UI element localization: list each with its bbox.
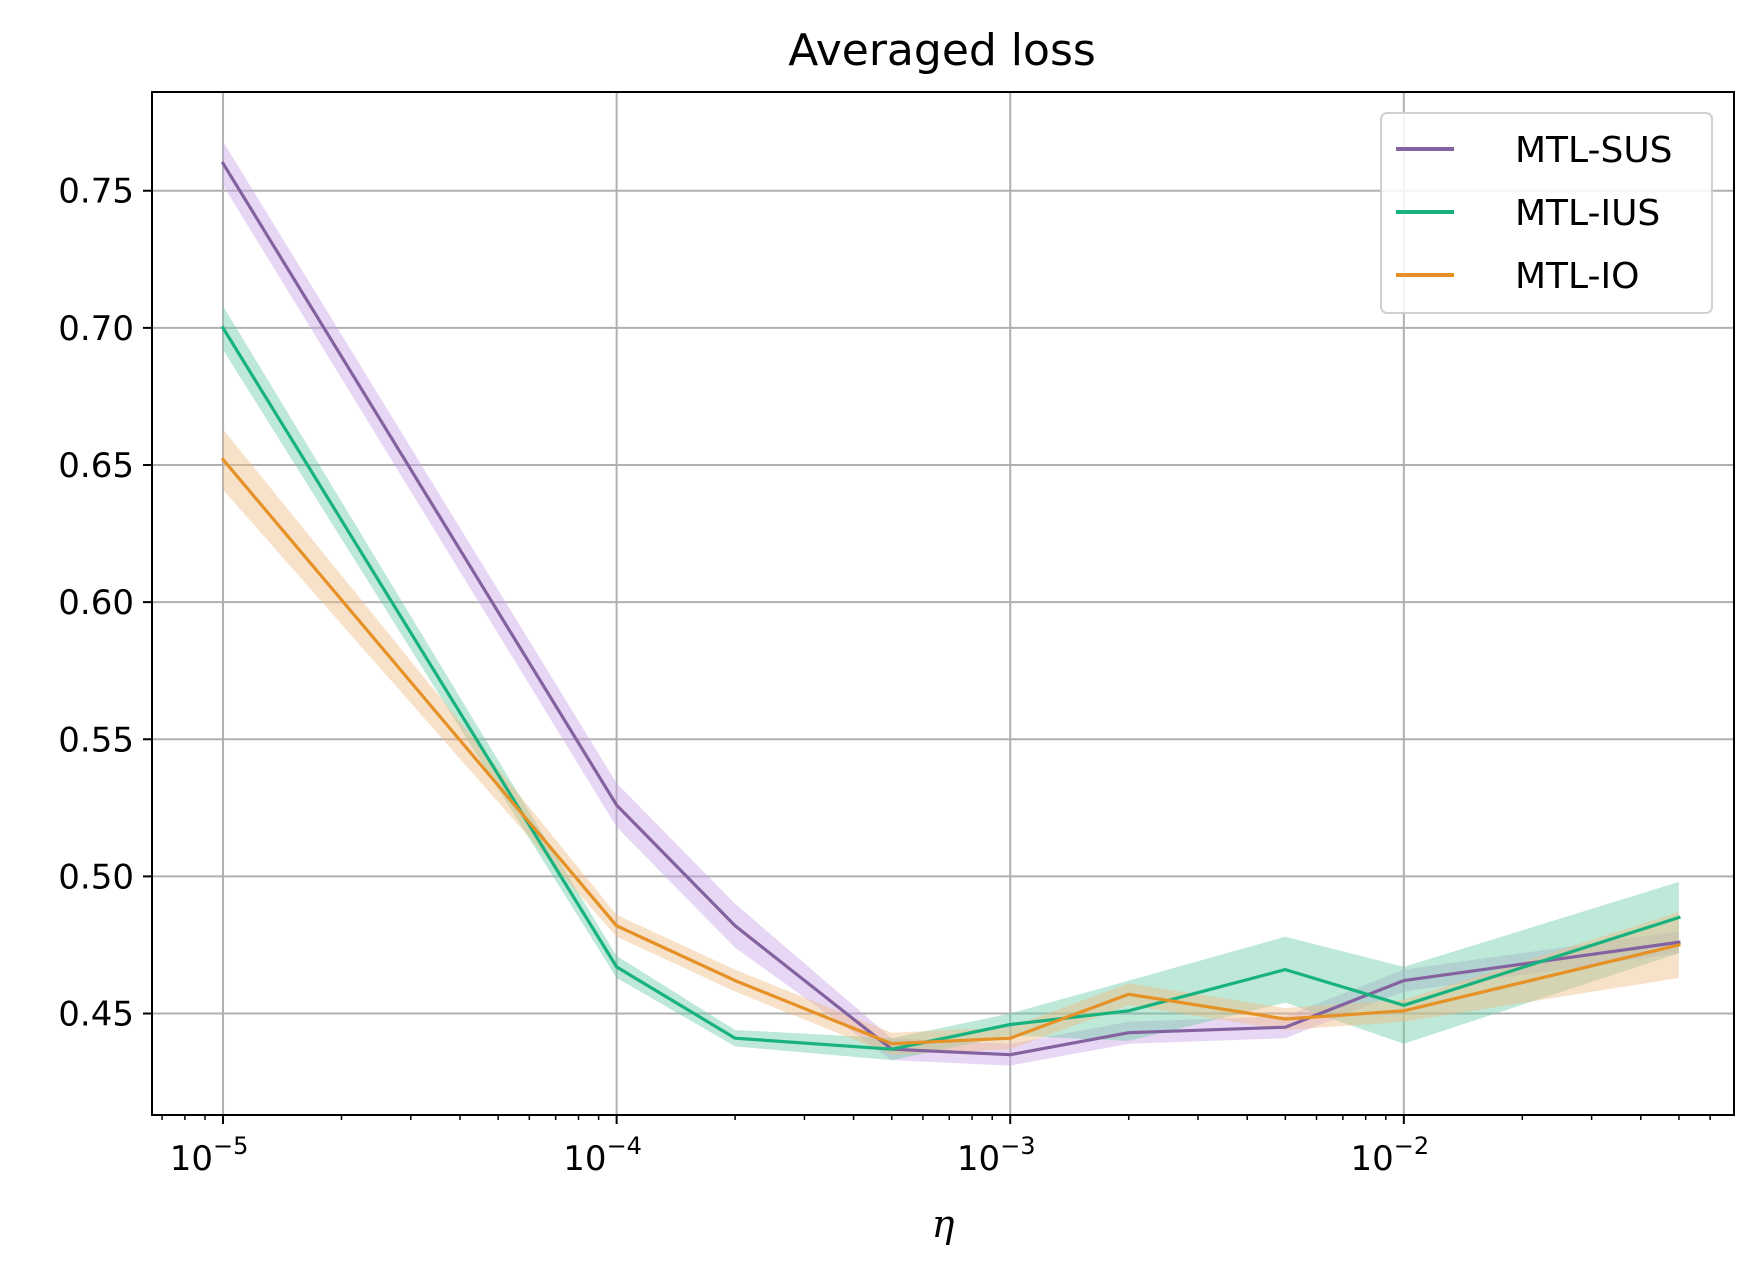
x-tick-label: 10−2 bbox=[1351, 1132, 1430, 1179]
x-axis-label: η bbox=[932, 1202, 955, 1246]
x-tick-exponent: −2 bbox=[1394, 1132, 1429, 1160]
grid-layer bbox=[152, 92, 1734, 1115]
legend: MTL-SUS MTL-IUS MTL-IO bbox=[1380, 112, 1713, 314]
legend-frame bbox=[1380, 112, 1713, 314]
axis-ticks bbox=[143, 189, 1711, 1124]
band-mtl-io bbox=[223, 429, 1679, 1055]
band-mtl-ius bbox=[223, 305, 1679, 1061]
x-tick-base: 10 bbox=[170, 1139, 213, 1179]
chart-title: Averaged loss bbox=[788, 25, 1096, 76]
y-tick-label: 0.55 bbox=[58, 720, 134, 760]
x-tick-label: 10−5 bbox=[170, 1132, 249, 1179]
band-mtl-sus bbox=[223, 141, 1679, 1066]
y-tick-label: 0.70 bbox=[58, 309, 134, 349]
line-mtl-sus bbox=[220, 161, 1681, 1057]
y-tick-label: 0.45 bbox=[58, 995, 134, 1035]
x-tick-base: 10 bbox=[563, 1139, 606, 1179]
legend-label-mtl-io: MTL-IO bbox=[1515, 256, 1639, 297]
confidence-bands bbox=[223, 141, 1679, 1066]
legend-label-mtl-sus: MTL-SUS bbox=[1515, 130, 1673, 171]
legend-items: MTL-SUS MTL-IUS MTL-IO bbox=[1396, 130, 1673, 297]
series-lines bbox=[220, 161, 1681, 1057]
line-mtl-io bbox=[220, 457, 1681, 1046]
x-tick-exponent: −5 bbox=[213, 1132, 248, 1160]
y-tick-label: 0.75 bbox=[58, 172, 134, 212]
y-tick-label: 0.65 bbox=[58, 446, 134, 486]
x-tick-exponent: −4 bbox=[607, 1132, 642, 1160]
y-tick-label: 0.60 bbox=[58, 583, 134, 623]
line-mtl-ius bbox=[220, 325, 1681, 1051]
y-tick-label: 0.50 bbox=[58, 857, 134, 897]
x-tick-exponent: −3 bbox=[1000, 1132, 1035, 1160]
plot-frame bbox=[151, 91, 1735, 1116]
x-tick-label: 10−3 bbox=[957, 1132, 1036, 1179]
legend-label-mtl-ius: MTL-IUS bbox=[1515, 193, 1660, 234]
x-tick-label: 10−4 bbox=[563, 1132, 642, 1179]
x-tick-base: 10 bbox=[1351, 1139, 1394, 1179]
x-tick-base: 10 bbox=[957, 1139, 1000, 1179]
